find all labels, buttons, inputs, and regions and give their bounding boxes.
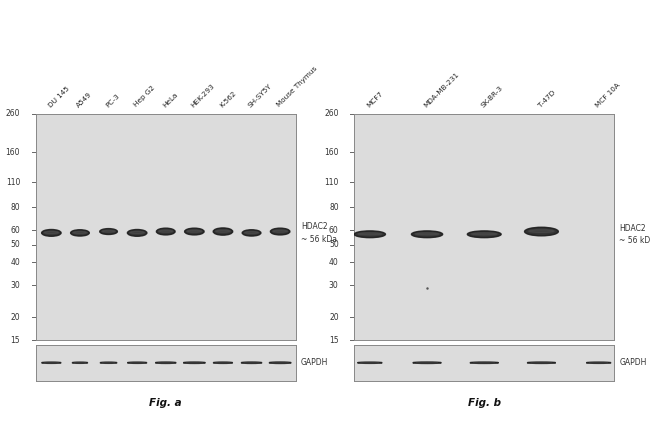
Text: 260: 260 [6, 110, 20, 118]
Text: GAPDH: GAPDH [301, 358, 328, 367]
Ellipse shape [529, 229, 554, 232]
Ellipse shape [183, 362, 205, 363]
Ellipse shape [127, 229, 147, 236]
Ellipse shape [73, 232, 87, 234]
Text: 50: 50 [329, 240, 339, 249]
Text: Fig. a: Fig. a [150, 399, 182, 408]
Ellipse shape [185, 228, 204, 235]
Ellipse shape [130, 231, 144, 234]
Text: 40: 40 [329, 258, 339, 267]
Ellipse shape [467, 231, 501, 238]
Ellipse shape [472, 233, 497, 235]
Ellipse shape [527, 362, 556, 363]
Ellipse shape [213, 228, 233, 235]
Text: 160: 160 [6, 148, 20, 157]
Ellipse shape [99, 229, 118, 234]
Ellipse shape [213, 362, 233, 363]
Ellipse shape [525, 227, 558, 236]
Text: HDAC2
~ 56 kDa: HDAC2 ~ 56 kDa [619, 224, 650, 245]
Text: 260: 260 [324, 110, 339, 118]
Ellipse shape [155, 362, 176, 363]
Text: MCF7: MCF7 [365, 90, 384, 108]
Ellipse shape [216, 230, 230, 232]
Text: 110: 110 [324, 178, 339, 187]
Text: MCF 10A: MCF 10A [594, 81, 621, 108]
Ellipse shape [127, 362, 147, 363]
Ellipse shape [411, 231, 443, 238]
Ellipse shape [473, 362, 495, 363]
Ellipse shape [530, 362, 552, 363]
Text: A549: A549 [75, 91, 94, 108]
Text: Fig. b: Fig. b [468, 399, 500, 408]
Ellipse shape [413, 362, 441, 363]
Ellipse shape [42, 229, 61, 236]
Ellipse shape [157, 228, 175, 235]
Text: HeLa: HeLa [161, 91, 179, 108]
Text: 60: 60 [10, 226, 20, 235]
Ellipse shape [361, 362, 379, 363]
Ellipse shape [354, 231, 385, 238]
Ellipse shape [44, 231, 58, 234]
Ellipse shape [470, 362, 499, 363]
Text: SK-BR-3: SK-BR-3 [480, 84, 504, 108]
Ellipse shape [586, 362, 611, 363]
Ellipse shape [242, 230, 261, 236]
Text: 30: 30 [329, 281, 339, 290]
Text: 15: 15 [329, 335, 339, 345]
Text: MDA-MB-231: MDA-MB-231 [422, 71, 460, 108]
Ellipse shape [216, 362, 230, 363]
Text: Hep G2: Hep G2 [133, 85, 157, 108]
Text: Mouse Thymus: Mouse Thymus [276, 66, 318, 108]
Text: PC-3: PC-3 [104, 92, 120, 108]
Ellipse shape [72, 362, 88, 363]
Ellipse shape [270, 228, 290, 235]
Ellipse shape [416, 362, 438, 363]
Text: DU 145: DU 145 [47, 85, 70, 108]
Text: HDAC2
~ 56 kDa: HDAC2 ~ 56 kDa [301, 222, 337, 244]
Text: HEK-293: HEK-293 [190, 82, 216, 108]
Ellipse shape [244, 362, 259, 363]
Ellipse shape [358, 362, 382, 363]
Text: 20: 20 [10, 313, 20, 322]
Text: 110: 110 [6, 178, 20, 187]
Ellipse shape [42, 362, 61, 363]
Text: 20: 20 [329, 313, 339, 322]
Ellipse shape [273, 230, 287, 232]
Text: 30: 30 [10, 281, 20, 290]
Ellipse shape [187, 230, 202, 232]
Ellipse shape [272, 362, 289, 363]
Ellipse shape [102, 230, 115, 232]
Text: SH-SY5Y: SH-SY5Y [247, 82, 273, 108]
Ellipse shape [590, 362, 608, 363]
Ellipse shape [100, 362, 117, 363]
Text: 40: 40 [10, 258, 20, 267]
Text: GAPDH: GAPDH [619, 358, 647, 367]
Text: 160: 160 [324, 148, 339, 157]
Ellipse shape [130, 362, 144, 363]
Text: T-47D: T-47D [537, 89, 556, 108]
Text: 15: 15 [10, 335, 20, 345]
Text: 50: 50 [10, 240, 20, 249]
Ellipse shape [44, 362, 58, 363]
Text: 60: 60 [329, 226, 339, 235]
Ellipse shape [358, 233, 382, 235]
Ellipse shape [159, 230, 173, 232]
Ellipse shape [71, 230, 89, 236]
Ellipse shape [186, 362, 203, 363]
Ellipse shape [241, 362, 262, 363]
Text: 80: 80 [329, 203, 339, 212]
Text: K-562: K-562 [218, 90, 237, 108]
Ellipse shape [244, 232, 259, 234]
Text: 80: 80 [10, 203, 20, 212]
Ellipse shape [269, 362, 291, 363]
Ellipse shape [158, 362, 174, 363]
Ellipse shape [415, 233, 439, 235]
